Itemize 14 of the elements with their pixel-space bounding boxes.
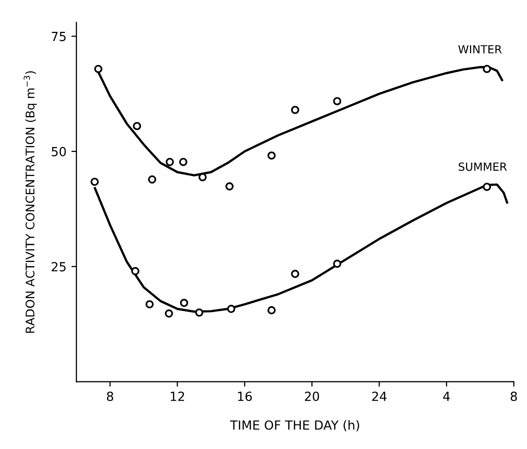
y-tick-label: 50 — [52, 146, 66, 156]
x-tick-label: 8 — [510, 392, 517, 402]
x-tick-label: 8 — [106, 392, 114, 402]
x-tick-label: 16 — [238, 392, 252, 402]
x-axis-title: TIME OF THE DAY (h) — [230, 420, 360, 432]
y-tick-label: 25 — [52, 262, 66, 272]
x-tick-label: 20 — [304, 392, 320, 402]
x-tick-label: 4 — [443, 392, 450, 401]
series-label: WINTER — [458, 45, 502, 54]
series-label: SUMMER — [458, 162, 507, 171]
x-tick-label: 12 — [170, 392, 184, 401]
x-tick-label: 24 — [372, 392, 386, 401]
y-axis-title: RADON ACTIVITY CONCENTRATION (Bq m$^{−3}$) — [24, 71, 37, 333]
y-tick-label: 75 — [52, 32, 66, 42]
